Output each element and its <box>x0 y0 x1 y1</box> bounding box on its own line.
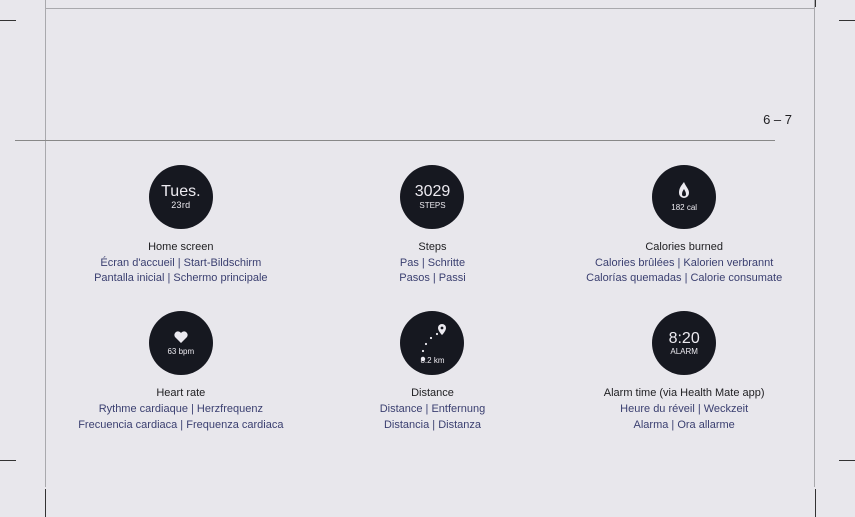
feature-translations-1: Écran d'accueil | Start-Bildschirm <box>60 256 302 272</box>
feature-translations-1: Calories brûlées | Kalorien verbrannt <box>563 256 805 272</box>
feature-alarm: 8:20 ALARM Alarm time (via Health Mate a… <box>563 311 805 433</box>
feature-title: Heart rate <box>60 385 302 402</box>
distance-arc-icon <box>400 311 464 375</box>
watch-face-home: Tues. 23rd <box>149 165 213 229</box>
feature-title: Alarm time (via Health Mate app) <box>563 385 805 402</box>
feature-steps: 3029 STEPS Steps Pas | Schritte Pasos | … <box>312 165 554 287</box>
watch-face-calories: 182 cal <box>652 165 716 229</box>
feature-home: Tues. 23rd Home screen Écran d'accueil |… <box>60 165 302 287</box>
watch-line-cal: 182 cal <box>671 203 697 213</box>
watch-face-alarm: 8:20 ALARM <box>652 311 716 375</box>
watch-line-bpm: 63 bpm <box>167 347 194 357</box>
feature-translations-2: Alarma | Ora allarme <box>563 418 805 434</box>
feature-translations-2: Calorías quemadas | Calorie consumate <box>563 271 805 287</box>
features-grid: Tues. 23rd Home screen Écran d'accueil |… <box>60 165 805 434</box>
feature-translations-2: Pasos | Passi <box>312 271 554 287</box>
feature-title: Calories burned <box>563 239 805 256</box>
watch-face-distance: 8.2 km <box>400 311 464 375</box>
watch-line-date: 23rd <box>171 200 190 211</box>
feature-translations-1: Heure du réveil | Weckzeit <box>563 402 805 418</box>
feature-calories: 182 cal Calories burned Calories brûlées… <box>563 165 805 287</box>
watch-line-alarm-label: ALARM <box>670 347 698 357</box>
flame-icon <box>675 181 693 201</box>
feature-title: Steps <box>312 239 554 256</box>
feature-translations-1: Rythme cardiaque | Herzfrequenz <box>60 402 302 418</box>
feature-title: Home screen <box>60 239 302 256</box>
watch-face-heart: 63 bpm <box>149 311 213 375</box>
feature-translations-1: Distance | Entfernung <box>312 402 554 418</box>
feature-translations-2: Distancia | Distanza <box>312 418 554 434</box>
heart-icon <box>173 330 189 344</box>
feature-translations-2: Pantalla inicial | Schermo principale <box>60 271 302 287</box>
watch-line-steps-count: 3029 <box>415 183 451 201</box>
watch-line-km: 8.2 km <box>420 356 444 366</box>
watch-line-day: Tues. <box>161 183 200 201</box>
watch-line-steps-label: STEPS <box>419 201 445 211</box>
feature-distance: 8.2 km Distance Distance | Entfernung Di… <box>312 311 554 433</box>
header-divider <box>15 140 775 141</box>
feature-heart: 63 bpm Heart rate Rythme cardiaque | Her… <box>60 311 302 433</box>
page-number: 6 – 7 <box>763 112 792 127</box>
feature-translations-2: Frecuencia cardiaca | Frequenza cardiaca <box>60 418 302 434</box>
watch-face-steps: 3029 STEPS <box>400 165 464 229</box>
feature-translations-1: Pas | Schritte <box>312 256 554 272</box>
feature-title: Distance <box>312 385 554 402</box>
watch-line-alarm-time: 8:20 <box>669 330 700 348</box>
